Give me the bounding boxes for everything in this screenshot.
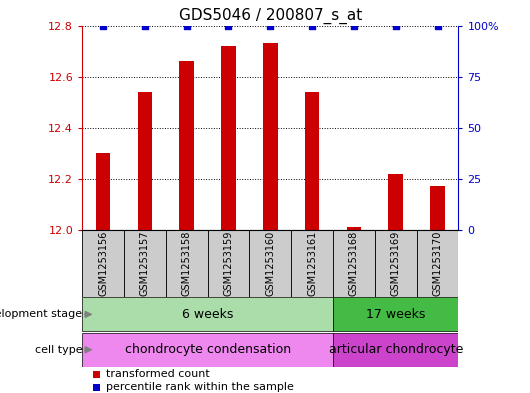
Text: transformed count: transformed count [105,369,209,379]
Point [99,22,107,29]
Text: GSM1253169: GSM1253169 [391,231,401,296]
Point [182,22,191,29]
Bar [263,44,278,230]
Text: GSM1253157: GSM1253157 [140,231,150,296]
Bar [82,333,333,367]
Point [392,22,400,29]
Point [308,22,316,29]
Text: percentile rank within the sample: percentile rank within the sample [105,382,294,392]
Bar [221,46,236,230]
Bar [124,230,166,297]
Bar [333,298,458,331]
Text: 6 weeks: 6 weeks [182,308,233,321]
Text: development stage: development stage [0,309,82,320]
Bar [417,230,458,297]
Bar [166,230,208,297]
Text: GSM1253159: GSM1253159 [224,231,234,296]
Bar [375,230,417,297]
Point [434,22,442,29]
Point [350,22,358,29]
Text: chondrocyte condensation: chondrocyte condensation [125,343,290,356]
Text: GSM1253161: GSM1253161 [307,231,317,296]
Bar [305,92,320,230]
Title: GDS5046 / 200807_s_at: GDS5046 / 200807_s_at [179,8,362,24]
Bar [430,187,445,230]
Bar [333,333,458,367]
Bar [82,298,333,331]
Bar [291,230,333,297]
Bar [138,92,152,230]
Bar [388,174,403,230]
Text: articular chondrocyte: articular chondrocyte [329,343,463,356]
Text: cell type: cell type [34,345,82,355]
Text: GSM1253170: GSM1253170 [432,231,443,296]
Text: 17 weeks: 17 weeks [366,308,426,321]
Text: GSM1253156: GSM1253156 [98,231,108,296]
Bar [82,230,124,297]
Text: GSM1253168: GSM1253168 [349,231,359,296]
Bar [347,228,361,230]
Point [266,22,275,29]
Bar [208,230,250,297]
Text: GSM1253158: GSM1253158 [182,231,192,296]
Text: GSM1253160: GSM1253160 [266,231,275,296]
Bar [96,153,110,230]
Bar [179,61,194,230]
Point [140,22,149,29]
Bar [250,230,291,297]
Bar [333,230,375,297]
Point [224,22,233,29]
